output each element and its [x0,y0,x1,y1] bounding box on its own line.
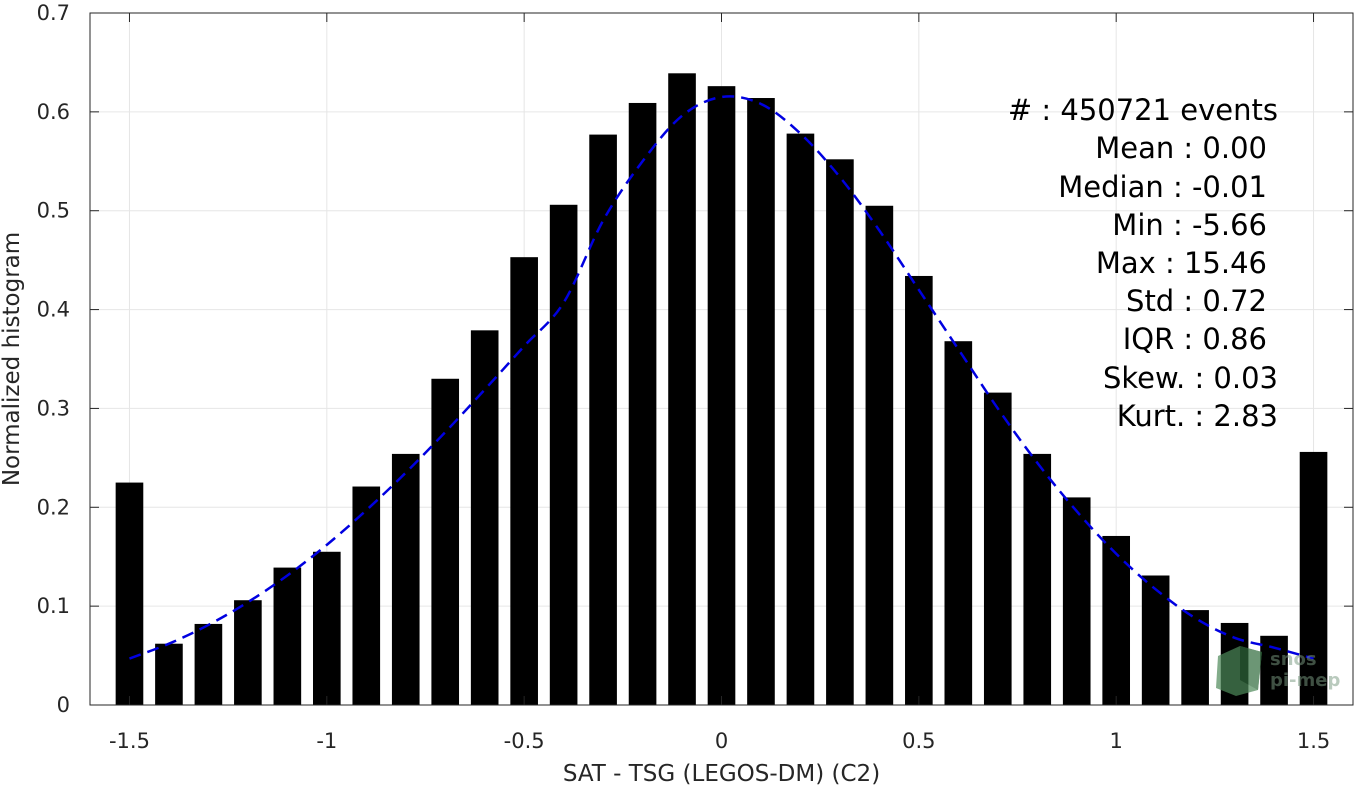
x-tick-label: -1 [316,729,337,753]
stat-min: Min : -5.66 [1112,208,1267,242]
histogram-bar [983,392,1012,705]
logo-text-line2: pi-mep [1270,670,1340,691]
logo-text-line1: snos [1270,649,1317,670]
histogram-bar [115,482,144,705]
histogram-bar [1299,451,1328,705]
stat-mean: Mean : 0.00 [1095,131,1267,165]
logo-shape-shade-icon [1240,646,1262,690]
histogram-bar [312,551,341,705]
histogram-bar [549,204,578,706]
histogram-bar [470,330,499,705]
x-tick-label: -1.5 [109,729,150,753]
histogram-bar [1023,453,1052,705]
histogram-bar [826,159,854,705]
stat-events: # : 450721 events [1008,93,1278,127]
histogram-bar [668,73,696,705]
y-tick-label: 0.4 [37,298,70,322]
y-axis-label: Normalized histogram [0,232,25,486]
histogram-bar [431,378,460,705]
histogram-bar [510,257,538,705]
statistics-box: # : 450721 events Mean : 0.00 Median : -… [1008,93,1278,433]
x-tick-label: 1 [1110,729,1123,753]
histogram-bar [747,98,775,705]
x-tick-label: 1.5 [1297,729,1330,753]
y-tick-label: 0.7 [37,1,70,25]
normal-fit-curve [129,95,1314,660]
snos-pimep-logo: snos pi-mep [1216,646,1340,696]
histogram-bar [865,205,894,705]
histogram-bar [1181,610,1209,705]
y-tick-label: 0.5 [37,199,70,223]
histogram-bar [155,643,183,705]
histogram-bar [234,600,262,705]
histogram-bar [905,275,933,705]
x-tick-label: 0.5 [902,729,935,753]
histogram-bar [352,486,381,705]
x-tick-label: 0 [715,729,728,753]
stat-max: Max : 15.46 [1096,246,1267,280]
histogram-bar [786,133,815,705]
histogram-bar [194,623,223,705]
histogram-bar [1102,535,1131,705]
y-tick-label: 0 [57,693,70,717]
histogram-bar [391,453,420,705]
x-axis-label: SAT - TSG (LEGOS-DM) (C2) [563,761,880,785]
histogram-bar [273,567,302,705]
stat-std: Std : 0.72 [1126,284,1267,318]
stat-median: Median : -0.01 [1058,170,1267,204]
histogram-bars [115,73,1328,706]
y-tick-label: 0.6 [37,100,70,124]
y-tick-label: 0.2 [37,495,70,519]
stat-kurt: Kurt. : 2.83 [1117,399,1278,433]
histogram-bar [707,86,736,705]
axis-ticks: -1.5 -1 -0.5 0 0.5 1 1.5 0 0.1 0.2 0.3 0.4 0.5 0.6 0.7 [37,1,1353,753]
histogram-bar [628,102,657,705]
y-tick-label: 0.3 [37,396,70,420]
y-tick-label: 0.1 [37,594,70,618]
stat-skew: Skew. : 0.03 [1103,361,1278,395]
histogram-bar [589,134,617,705]
histogram-bar [1141,575,1170,705]
histogram-bar [1062,497,1091,705]
stat-iqr: IQR : 0.86 [1123,322,1267,356]
x-tick-label: -0.5 [504,729,545,753]
histogram-bar [944,341,973,705]
